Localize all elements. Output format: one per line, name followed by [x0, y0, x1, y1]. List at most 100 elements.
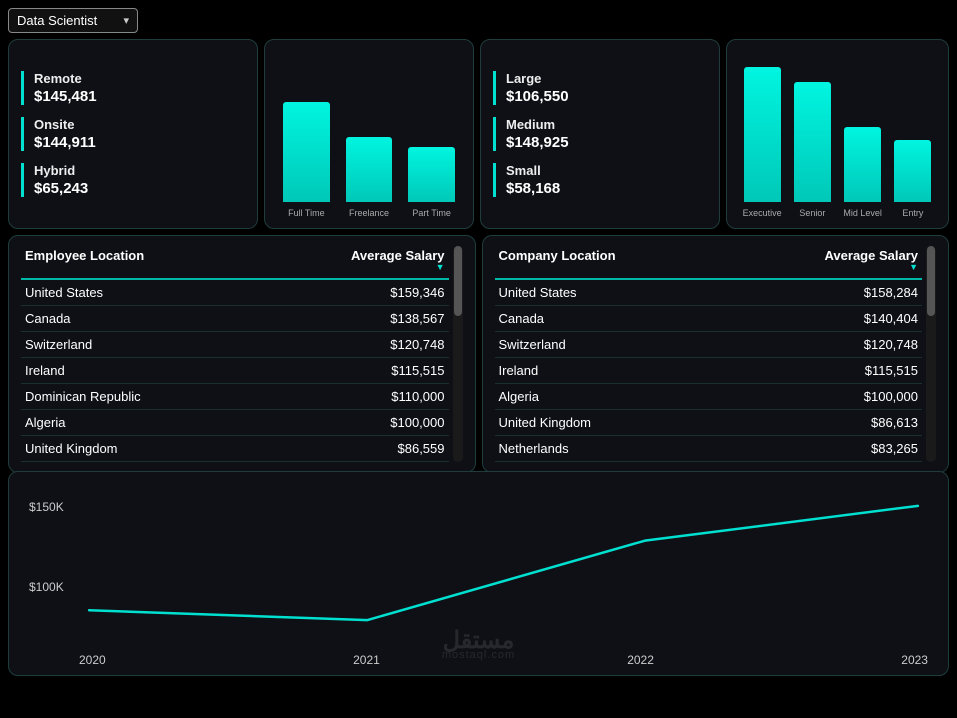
stat-item: Hybrid $65,243: [21, 163, 245, 197]
stat-value: $65,243: [34, 180, 245, 197]
cell-location: Switzerland: [25, 337, 92, 352]
table-row[interactable]: Switzerland $120,748: [21, 332, 449, 358]
table-row[interactable]: Ireland $115,515: [495, 358, 923, 384]
cell-salary: $110,000: [391, 389, 444, 404]
cell-location: Canada: [25, 311, 71, 326]
bar: [346, 137, 393, 202]
stat-value: $148,925: [506, 134, 707, 151]
bar-label: Executive: [743, 208, 782, 218]
table-row[interactable]: Canada $140,404: [495, 306, 923, 332]
cell-location: Algeria: [25, 415, 65, 430]
table-row[interactable]: United States $158,284: [495, 280, 923, 306]
employment-type-chart: Full Time Freelance Part Time: [264, 39, 474, 229]
scrollbar[interactable]: [926, 246, 936, 462]
cell-location: Canada: [499, 311, 545, 326]
cell-location: Ireland: [25, 363, 65, 378]
bar: [894, 140, 931, 202]
bar-column: Entry: [890, 140, 936, 218]
stat-value: $144,911: [34, 134, 245, 151]
bar-column: Freelance: [340, 137, 399, 218]
bar-column: Senior: [789, 82, 835, 218]
bar-column: Mid Level: [840, 127, 886, 218]
column-header-salary[interactable]: Average Salary ▼: [825, 248, 918, 272]
table-row[interactable]: Switzerland$120,748: [495, 332, 923, 358]
bar-label: Mid Level: [843, 208, 882, 218]
column-header-salary[interactable]: Average Salary ▼: [351, 248, 444, 272]
bar-label: Part Time: [412, 208, 451, 218]
sort-desc-icon: ▼: [436, 263, 445, 272]
bar: [408, 147, 455, 202]
chevron-down-icon: ▾: [123, 14, 129, 27]
bar-column: Full Time: [277, 102, 336, 218]
table-row[interactable]: Algeria$100,000: [495, 384, 923, 410]
stat-label: Hybrid: [34, 163, 245, 178]
scrollbar[interactable]: [453, 246, 463, 462]
scroll-thumb[interactable]: [454, 246, 462, 316]
stat-item: Onsite $144,911: [21, 117, 245, 151]
stat-item: Small $58,168: [493, 163, 707, 197]
cell-salary: $100,000: [864, 389, 918, 404]
stat-value: $58,168: [506, 180, 707, 197]
bar: [283, 102, 330, 202]
table-row[interactable]: Netherlands $83,265: [495, 436, 923, 462]
stat-item: Medium$148,925: [493, 117, 707, 151]
x-tick-label: 2020: [79, 653, 106, 667]
bar-label: Senior: [799, 208, 825, 218]
column-header-location[interactable]: Employee Location: [25, 248, 144, 272]
bar-column: Executive: [739, 67, 785, 218]
seniority-chart: Executive Senior Mid Level Entry: [726, 39, 949, 229]
cell-salary: $115,515: [865, 363, 918, 378]
bar: [844, 127, 881, 202]
company-size-card: Large $106,550 Medium$148,925 Small $58,168: [480, 39, 720, 229]
job-title-dropdown[interactable]: Data Scientist ▾: [8, 8, 138, 33]
cell-salary: $120,748: [864, 337, 918, 352]
cell-salary: $140,404: [864, 311, 918, 326]
salary-trend-chart: $150K $100K 2020202120222023 مستقل mosta…: [8, 471, 949, 676]
cell-salary: $158,284: [864, 285, 918, 300]
bar-label: Entry: [902, 208, 923, 218]
stat-label: Small: [506, 163, 707, 178]
y-tick-label: $150K: [29, 500, 64, 514]
table-row[interactable]: Ireland $115,515: [21, 358, 449, 384]
y-tick-label: $100K: [29, 580, 64, 594]
cell-salary: $86,559: [398, 441, 445, 456]
stat-item: Remote$145,481: [21, 71, 245, 105]
table-row[interactable]: United Kingdom $86,559: [21, 436, 449, 462]
bar: [794, 82, 831, 202]
stat-label: Remote: [34, 71, 245, 86]
table-row[interactable]: United States$159,346: [21, 280, 449, 306]
table-row[interactable]: Algeria $100,000: [21, 410, 449, 436]
dropdown-selected-label: Data Scientist: [17, 13, 97, 28]
x-tick-label: 2021: [353, 653, 380, 667]
stat-label: Large: [506, 71, 707, 86]
cell-location: United Kingdom: [499, 415, 592, 430]
cell-salary: $100,000: [390, 415, 444, 430]
table-row[interactable]: Dominican Republic $110,000: [21, 384, 449, 410]
scroll-thumb[interactable]: [927, 246, 935, 316]
cell-salary: $120,748: [390, 337, 444, 352]
cell-salary: $83,265: [871, 441, 918, 456]
cell-location: Netherlands: [499, 441, 569, 456]
cell-location: Dominican Republic: [25, 389, 141, 404]
table-header[interactable]: Company Location Average Salary ▼: [495, 246, 923, 280]
stat-label: Onsite: [34, 117, 245, 132]
table-row[interactable]: Canada $138,567: [21, 306, 449, 332]
company-location-table-card: Company Location Average Salary ▼ United…: [482, 235, 950, 473]
x-tick-label: 2022: [627, 653, 654, 667]
table-row[interactable]: United Kingdom $86,613: [495, 410, 923, 436]
cell-salary: $115,515: [391, 363, 444, 378]
x-tick-label: 2023: [901, 653, 928, 667]
cell-salary: $159,346: [390, 285, 444, 300]
cell-salary: $138,567: [390, 311, 444, 326]
cell-location: United States: [499, 285, 577, 300]
column-header-location[interactable]: Company Location: [499, 248, 616, 272]
cell-location: Ireland: [499, 363, 539, 378]
stat-value: $106,550: [506, 88, 707, 105]
bar: [744, 67, 781, 202]
cell-location: United Kingdom: [25, 441, 118, 456]
bar-label: Freelance: [349, 208, 389, 218]
work-mode-card: Remote$145,481 Onsite $144,911 Hybrid $65,24…: [8, 39, 258, 229]
stat-item: Large $106,550: [493, 71, 707, 105]
cell-salary: $86,613: [871, 415, 918, 430]
table-header[interactable]: Employee Location Average Salary ▼: [21, 246, 449, 280]
